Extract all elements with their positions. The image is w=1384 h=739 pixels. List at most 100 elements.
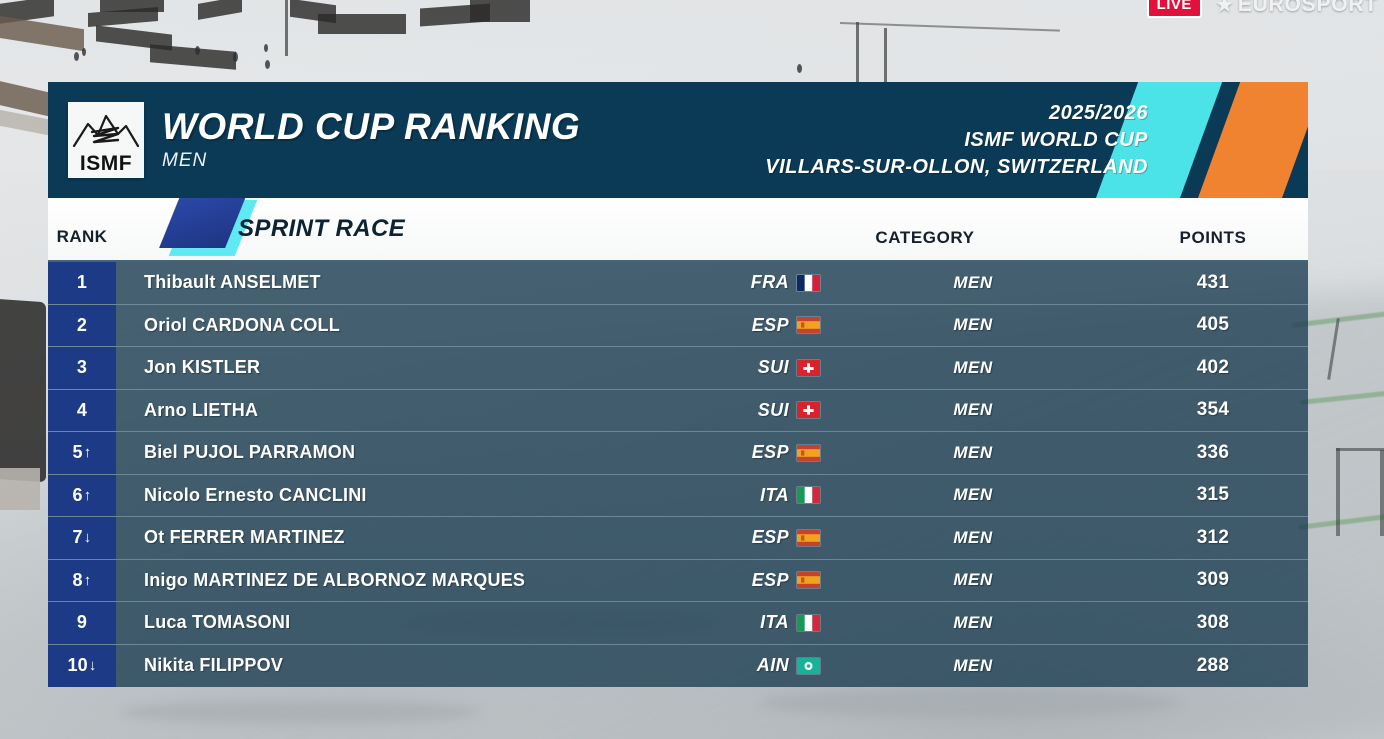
athlete-name: Biel PUJOL PARRAMON	[144, 442, 356, 463]
nation-cell: AIN	[668, 655, 828, 676]
rank-number: 5	[72, 442, 83, 463]
table-row[interactable]: 4 Arno LIETHA SUI MEN 354	[48, 389, 1308, 432]
race-accent-shape	[159, 198, 258, 256]
category-cell: MEN	[953, 315, 993, 335]
header-right-group: 2025/2026 ISMF WORLD CUP VILLARS-SUR-OLL…	[765, 100, 1308, 181]
points-cell: 431	[1196, 271, 1230, 293]
points-cell: 336	[1196, 441, 1230, 463]
lift-tower	[856, 22, 859, 84]
column-header-category: CATEGORY	[875, 228, 975, 247]
athlete-name: Luca TOMASONI	[144, 612, 291, 633]
skier-dot	[195, 46, 200, 55]
flag-es-icon	[797, 444, 820, 461]
category-cell: MEN	[953, 357, 993, 377]
category-cell: MEN	[953, 527, 993, 547]
nation-cell: ESP	[668, 527, 828, 548]
building-silhouette	[318, 14, 406, 34]
title-block: WORLD CUP RANKING MEN	[162, 105, 581, 173]
page-title: WORLD CUP RANKING	[162, 105, 581, 147]
snow-track	[760, 688, 1180, 718]
page-subtitle: MEN	[162, 150, 208, 172]
flag-fr-icon	[797, 274, 820, 291]
rank-cell: 1	[48, 262, 116, 304]
table-row[interactable]: 9 Luca TOMASONI ITA MEN 308	[48, 602, 1308, 645]
nation-code: ESP	[751, 442, 789, 463]
flag-es-icon	[797, 317, 820, 334]
points-cell: 309	[1196, 569, 1230, 591]
nation-code: ITA	[760, 612, 789, 633]
broadcast-bug: LIVE ★ EUROSPORT	[1146, 0, 1378, 18]
nation-cell: ESP	[668, 442, 828, 463]
category-cell: MEN	[953, 400, 993, 420]
ismf-logo: ISMF	[68, 102, 144, 178]
table-row[interactable]: 5 ↑ Biel PUJOL PARRAMON ESP MEN 336	[48, 432, 1308, 475]
column-header-points: POINTS	[1179, 228, 1247, 247]
lift-tower	[285, 0, 288, 56]
category-cell: MEN	[953, 272, 993, 292]
table-row[interactable]: 10 ↓ Nikita FILIPPOV AIN MEN 288	[48, 644, 1308, 687]
live-badge: LIVE	[1146, 0, 1202, 18]
skier-dot	[264, 44, 268, 52]
flag-ch-icon	[797, 359, 820, 376]
athlete-name: Nicolo Ernesto CANCLINI	[144, 484, 367, 505]
table-row[interactable]: 7 ↓ Ot FERRER MARTINEZ ESP MEN 312	[48, 517, 1308, 560]
building-silhouette	[470, 0, 530, 22]
table-row[interactable]: 1 Thibault ANSELMET FRA MEN 431	[48, 262, 1308, 305]
table-row[interactable]: 3 Jon KISTLER SUI MEN 402	[48, 347, 1308, 390]
eurosport-wordmark: EUROSPORT	[1237, 0, 1378, 16]
flag-ain-icon	[797, 657, 820, 674]
athlete-name: Arno LIETHA	[144, 399, 259, 420]
nation-cell: ESP	[668, 315, 828, 336]
rank-number: 1	[76, 272, 88, 293]
flag-es-icon	[797, 572, 820, 589]
points-cell: 405	[1196, 314, 1230, 336]
points-cell: 354	[1196, 399, 1230, 421]
course-gate-post	[1380, 450, 1384, 536]
points-cell: 288	[1196, 654, 1230, 676]
rank-number: 4	[76, 399, 88, 420]
table-row[interactable]: 2 Oriol CARDONA COLL ESP MEN 405	[48, 304, 1308, 347]
points-cell: 402	[1196, 356, 1230, 378]
skier-dot	[74, 52, 79, 61]
rank-cell: 10 ↓	[48, 644, 116, 687]
building-silhouette	[100, 0, 164, 12]
athlete-name: Jon KISTLER	[144, 357, 261, 378]
panel-header: ISMF WORLD CUP RANKING MEN 2025/2026 ISM…	[48, 82, 1308, 198]
nation-code: ITA	[760, 484, 789, 505]
rank-number: 6	[72, 484, 83, 505]
skier-dot	[797, 64, 802, 73]
points-cell: 308	[1196, 611, 1230, 633]
rank-cell: 2	[48, 304, 116, 346]
athlete-name: Ot FERRER MARTINEZ	[144, 527, 345, 548]
nation-cell: ESP	[668, 570, 828, 591]
sign-board	[0, 468, 40, 510]
rank-cell: 8 ↑	[48, 559, 116, 601]
rank-number: 8	[72, 569, 83, 590]
rank-number: 9	[76, 612, 88, 633]
nation-cell: ITA	[668, 612, 828, 633]
category-cell: MEN	[953, 570, 993, 590]
nation-code: ESP	[751, 314, 789, 335]
nation-code: AIN	[756, 655, 789, 676]
nation-cell: SUI	[668, 357, 828, 378]
table-row[interactable]: 8 ↑ Inigo MARTINEZ DE ALBORNOZ MARQUES ESP M…	[48, 559, 1308, 602]
column-header-rank: RANK	[56, 227, 108, 246]
rank-number: 10	[67, 655, 88, 676]
trend-up-icon: ↑	[83, 486, 92, 504]
nation-code: FRA	[750, 272, 789, 293]
rank-cell: 3	[48, 347, 116, 389]
column-header-race: SPRINT RACE	[238, 215, 406, 242]
athlete-name: Inigo MARTINEZ DE ALBORNOZ MARQUES	[144, 569, 526, 590]
course-gate-bar	[1336, 448, 1384, 451]
snow-track	[120, 700, 480, 724]
table-row[interactable]: 6 ↑ Nicolo Ernesto CANCLINI ITA MEN 315	[48, 474, 1308, 517]
points-cell: 312	[1196, 526, 1230, 548]
athlete-name: Thibault ANSELMET	[144, 272, 321, 293]
nation-cell: FRA	[668, 272, 828, 293]
rank-number: 7	[72, 527, 83, 548]
eurosport-logo: ★ EUROSPORT	[1216, 0, 1378, 17]
ranking-table-body: 1 Thibault ANSELMET FRA MEN 431 2 Oriol CARDON…	[48, 262, 1308, 687]
athlete-name: Nikita FILIPPOV	[144, 655, 284, 676]
skier-dot	[82, 48, 86, 56]
trend-down-icon: ↓	[83, 529, 92, 547]
